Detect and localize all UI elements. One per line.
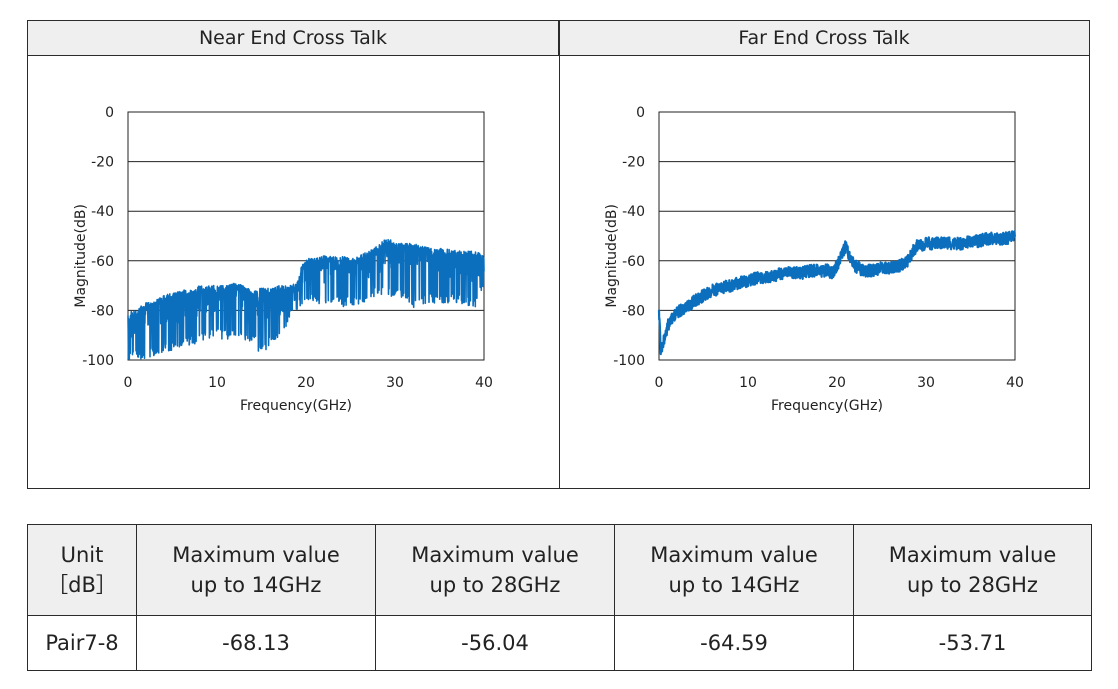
- y-tick-label: 0: [636, 105, 645, 121]
- header-cell-text: Maximum value up to 14GHz: [172, 543, 340, 597]
- y-tick-label: -40: [91, 204, 114, 220]
- y-tick-label: -20: [91, 155, 114, 171]
- series-line: [127, 238, 485, 361]
- x-tick-label: 10: [739, 375, 757, 391]
- x-tick-label: 10: [208, 375, 226, 391]
- value-next-14: -68.13: [136, 615, 376, 671]
- series-line: [657, 230, 1017, 356]
- x-tick-label: 40: [475, 375, 493, 391]
- header-cell-text: Maximum value up to 14GHz: [650, 543, 818, 597]
- header-cell-text: Maximum value up to 28GHz: [411, 543, 579, 597]
- x-axis-label: Frequency(GHz): [240, 398, 352, 414]
- header-unit: Unit ［dB］: [27, 524, 137, 616]
- header-fext-28: Maximum value up to 28GHz: [853, 524, 1092, 616]
- header-fext-14: Maximum value up to 14GHz: [614, 524, 854, 616]
- y-tick-label: -60: [622, 254, 645, 270]
- header-next-28: Maximum value up to 28GHz: [375, 524, 615, 616]
- header-cell-text: Unit ［dB］: [47, 543, 117, 597]
- table-header-row: Unit ［dB］ Maximum value up to 14GHz Maximu…: [27, 524, 1092, 616]
- value-fext-28: -53.71: [853, 615, 1092, 671]
- y-tick-label: 0: [105, 105, 114, 121]
- x-axis-label: Frequency(GHz): [771, 398, 883, 414]
- header-cell-text: Maximum value up to 28GHz: [888, 543, 1057, 597]
- near-end-title: Near End Cross Talk: [28, 21, 559, 56]
- y-tick-label: -80: [622, 303, 645, 319]
- y-tick-label: -40: [622, 204, 645, 220]
- results-table: Unit ［dB］ Maximum value up to 14GHz Maximu…: [27, 524, 1092, 671]
- value-fext-14: -64.59: [614, 615, 854, 671]
- value-next-28: -56.04: [375, 615, 615, 671]
- x-tick-label: 20: [297, 375, 315, 391]
- y-axis-label: Magnitude(dB): [604, 204, 620, 308]
- y-tick-label: -20: [622, 155, 645, 171]
- far-end-title: Far End Cross Talk: [559, 21, 1089, 56]
- crosstalk-panel: Near End Cross Talk Far End Cross Talk 0…: [27, 20, 1090, 489]
- far-end-chart: 0 -20 -40 -60 -80 -100 0 10 20 30 40 Frequency(GHz)…: [604, 105, 1024, 414]
- x-tick-label: 0: [655, 375, 664, 391]
- x-tick-label: 0: [124, 375, 133, 391]
- y-tick-label: -60: [91, 254, 114, 270]
- plot-frame: [658, 111, 1016, 361]
- x-tick-label: 30: [917, 375, 935, 391]
- panel-divider: [559, 21, 560, 488]
- near-end-chart: 0 -20 -40 -60 -80 -100 0 10 20 30 40 Frequency(GHz)…: [73, 105, 493, 414]
- y-axis-label: Magnitude(dB): [73, 204, 89, 308]
- y-tick-label: -100: [613, 353, 645, 369]
- x-tick-label: 40: [1006, 375, 1024, 391]
- x-tick-label: 30: [386, 375, 404, 391]
- row-label: Pair7-8: [27, 615, 137, 671]
- y-tick-label: -100: [82, 353, 114, 369]
- table-row: Pair7-8 -68.13 -56.04 -64.59 -53.71: [27, 615, 1092, 671]
- x-tick-label: 20: [828, 375, 846, 391]
- header-next-14: Maximum value up to 14GHz: [136, 524, 376, 616]
- y-tick-label: -80: [91, 303, 114, 319]
